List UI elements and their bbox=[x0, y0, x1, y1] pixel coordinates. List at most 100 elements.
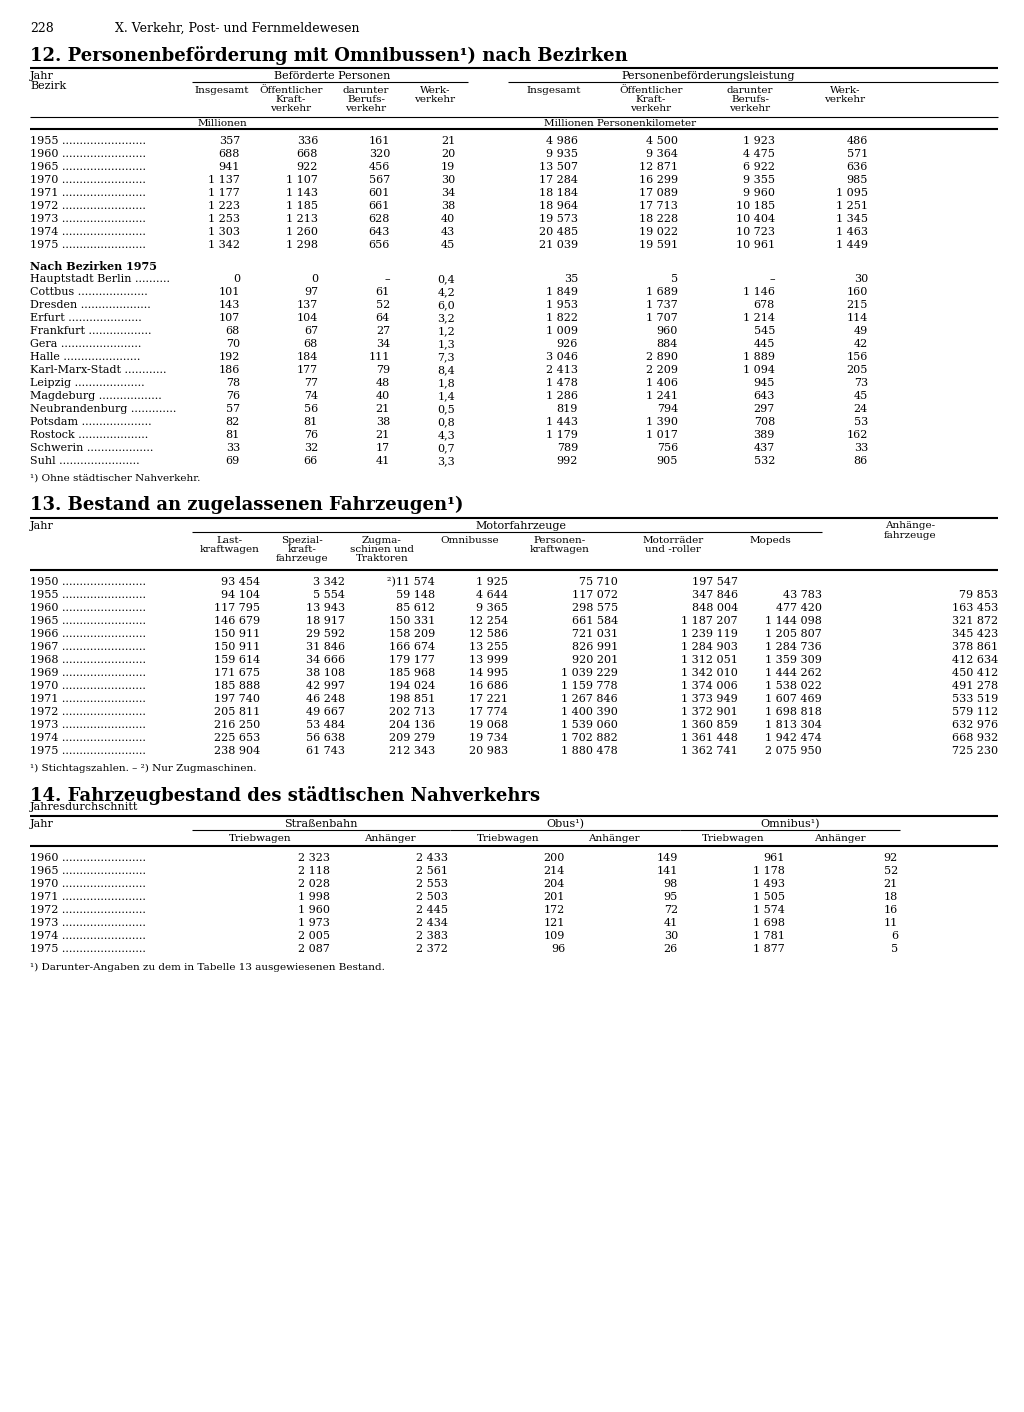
Text: 1955 ........................: 1955 ........................ bbox=[30, 136, 146, 145]
Text: 42 997: 42 997 bbox=[306, 681, 345, 690]
Text: 6,0: 6,0 bbox=[437, 299, 455, 311]
Text: 200: 200 bbox=[544, 853, 565, 863]
Text: 70: 70 bbox=[226, 339, 240, 349]
Text: Frankfurt ..................: Frankfurt .................. bbox=[30, 326, 152, 336]
Text: 1955 ........................: 1955 ........................ bbox=[30, 590, 146, 600]
Text: 491 278: 491 278 bbox=[952, 681, 998, 690]
Text: 30: 30 bbox=[440, 175, 455, 185]
Text: 1971 ........................: 1971 ........................ bbox=[30, 695, 145, 705]
Text: 1 187 207: 1 187 207 bbox=[681, 616, 738, 626]
Text: 34: 34 bbox=[376, 339, 390, 349]
Text: 1 253: 1 253 bbox=[208, 215, 240, 225]
Text: Werk-: Werk- bbox=[829, 86, 860, 95]
Text: 1 702 882: 1 702 882 bbox=[561, 733, 618, 743]
Text: 17: 17 bbox=[376, 443, 390, 453]
Text: 30: 30 bbox=[664, 931, 678, 940]
Text: 9 935: 9 935 bbox=[546, 150, 578, 160]
Text: 450 412: 450 412 bbox=[951, 668, 998, 678]
Text: 162: 162 bbox=[847, 431, 868, 441]
Text: 1 689: 1 689 bbox=[646, 287, 678, 297]
Text: 656: 656 bbox=[369, 240, 390, 250]
Text: 1973 ........................: 1973 ........................ bbox=[30, 215, 145, 225]
Text: 1 094: 1 094 bbox=[743, 364, 775, 376]
Text: 905: 905 bbox=[656, 456, 678, 466]
Text: 826 991: 826 991 bbox=[571, 642, 618, 652]
Text: –: – bbox=[769, 274, 775, 284]
Text: ¹) Ohne städtischer Nahverkehr.: ¹) Ohne städtischer Nahverkehr. bbox=[30, 474, 201, 483]
Text: 12. Personenbeförderung mit Omnibussen¹) nach Bezirken: 12. Personenbeförderung mit Omnibussen¹)… bbox=[30, 47, 628, 65]
Text: 688: 688 bbox=[219, 150, 240, 160]
Text: 1965 ........................: 1965 ........................ bbox=[30, 866, 146, 875]
Text: 961: 961 bbox=[764, 853, 785, 863]
Text: 3 342: 3 342 bbox=[313, 578, 345, 587]
Text: 5 554: 5 554 bbox=[313, 590, 345, 600]
Text: Öffentlicher: Öffentlicher bbox=[259, 86, 323, 95]
Text: 4,3: 4,3 bbox=[437, 431, 455, 441]
Text: 1 039 229: 1 039 229 bbox=[561, 668, 618, 678]
Text: Millionen Personenkilometer: Millionen Personenkilometer bbox=[544, 119, 696, 128]
Text: 1 390: 1 390 bbox=[646, 417, 678, 426]
Text: 298 575: 298 575 bbox=[571, 603, 618, 613]
Text: 194 024: 194 024 bbox=[389, 681, 435, 690]
Text: 107: 107 bbox=[219, 313, 240, 323]
Text: 1972 ........................: 1972 ........................ bbox=[30, 905, 145, 915]
Text: Millionen: Millionen bbox=[198, 119, 247, 128]
Text: 1 009: 1 009 bbox=[546, 326, 578, 336]
Text: 1 178: 1 178 bbox=[753, 866, 785, 875]
Text: 0,7: 0,7 bbox=[437, 443, 455, 453]
Text: 4,2: 4,2 bbox=[437, 287, 455, 297]
Text: 533 519: 533 519 bbox=[951, 695, 998, 705]
Text: Potsdam ....................: Potsdam .................... bbox=[30, 417, 152, 426]
Text: 1 146: 1 146 bbox=[743, 287, 775, 297]
Text: 98: 98 bbox=[664, 880, 678, 890]
Text: 1 372 901: 1 372 901 bbox=[681, 707, 738, 717]
Text: 1 284 903: 1 284 903 bbox=[681, 642, 738, 652]
Text: X. Verkehr, Post- und Fernmeldewesen: X. Verkehr, Post- und Fernmeldewesen bbox=[115, 23, 359, 35]
Text: 198 851: 198 851 bbox=[389, 695, 435, 705]
Text: 141: 141 bbox=[656, 866, 678, 875]
Text: 297: 297 bbox=[754, 404, 775, 414]
Text: 13 943: 13 943 bbox=[306, 603, 345, 613]
Text: 32: 32 bbox=[304, 443, 318, 453]
Text: 117 072: 117 072 bbox=[572, 590, 618, 600]
Text: 4 644: 4 644 bbox=[476, 590, 508, 600]
Text: Kraft-: Kraft- bbox=[636, 95, 667, 104]
Text: 17 089: 17 089 bbox=[639, 188, 678, 198]
Text: 437: 437 bbox=[754, 443, 775, 453]
Text: 477 420: 477 420 bbox=[776, 603, 822, 613]
Text: 12 586: 12 586 bbox=[469, 628, 508, 640]
Text: 185 968: 185 968 bbox=[389, 668, 435, 678]
Text: 1960 ........................: 1960 ........................ bbox=[30, 150, 146, 160]
Text: 158 209: 158 209 bbox=[389, 628, 435, 640]
Text: 78: 78 bbox=[226, 378, 240, 388]
Text: 26: 26 bbox=[664, 945, 678, 955]
Text: 389: 389 bbox=[754, 431, 775, 441]
Text: 192: 192 bbox=[219, 352, 240, 361]
Text: 30: 30 bbox=[854, 274, 868, 284]
Text: 545: 545 bbox=[754, 326, 775, 336]
Text: 1 359 309: 1 359 309 bbox=[765, 655, 822, 665]
Text: Jahresdurchschnitt: Jahresdurchschnitt bbox=[30, 802, 138, 812]
Text: 1 107: 1 107 bbox=[286, 175, 318, 185]
Text: 1 889: 1 889 bbox=[743, 352, 775, 361]
Text: 41: 41 bbox=[376, 456, 390, 466]
Text: 79: 79 bbox=[376, 364, 390, 376]
Text: 1 406: 1 406 bbox=[646, 378, 678, 388]
Text: kraftwagen: kraftwagen bbox=[530, 545, 590, 554]
Text: 920 201: 920 201 bbox=[571, 655, 618, 665]
Text: 19: 19 bbox=[440, 162, 455, 172]
Text: Last-: Last- bbox=[217, 537, 243, 545]
Text: Magdeburg ..................: Magdeburg .................. bbox=[30, 391, 162, 401]
Text: 101: 101 bbox=[219, 287, 240, 297]
Text: 97: 97 bbox=[304, 287, 318, 297]
Text: 1 312 051: 1 312 051 bbox=[681, 655, 738, 665]
Text: 17 221: 17 221 bbox=[469, 695, 508, 705]
Text: 56 638: 56 638 bbox=[306, 733, 345, 743]
Text: 1 143: 1 143 bbox=[286, 188, 318, 198]
Text: 636: 636 bbox=[847, 162, 868, 172]
Text: 1 880 478: 1 880 478 bbox=[561, 746, 618, 755]
Text: 378 861: 378 861 bbox=[952, 642, 998, 652]
Text: 21: 21 bbox=[376, 431, 390, 441]
Text: Gera .......................: Gera ....................... bbox=[30, 339, 141, 349]
Text: 68: 68 bbox=[304, 339, 318, 349]
